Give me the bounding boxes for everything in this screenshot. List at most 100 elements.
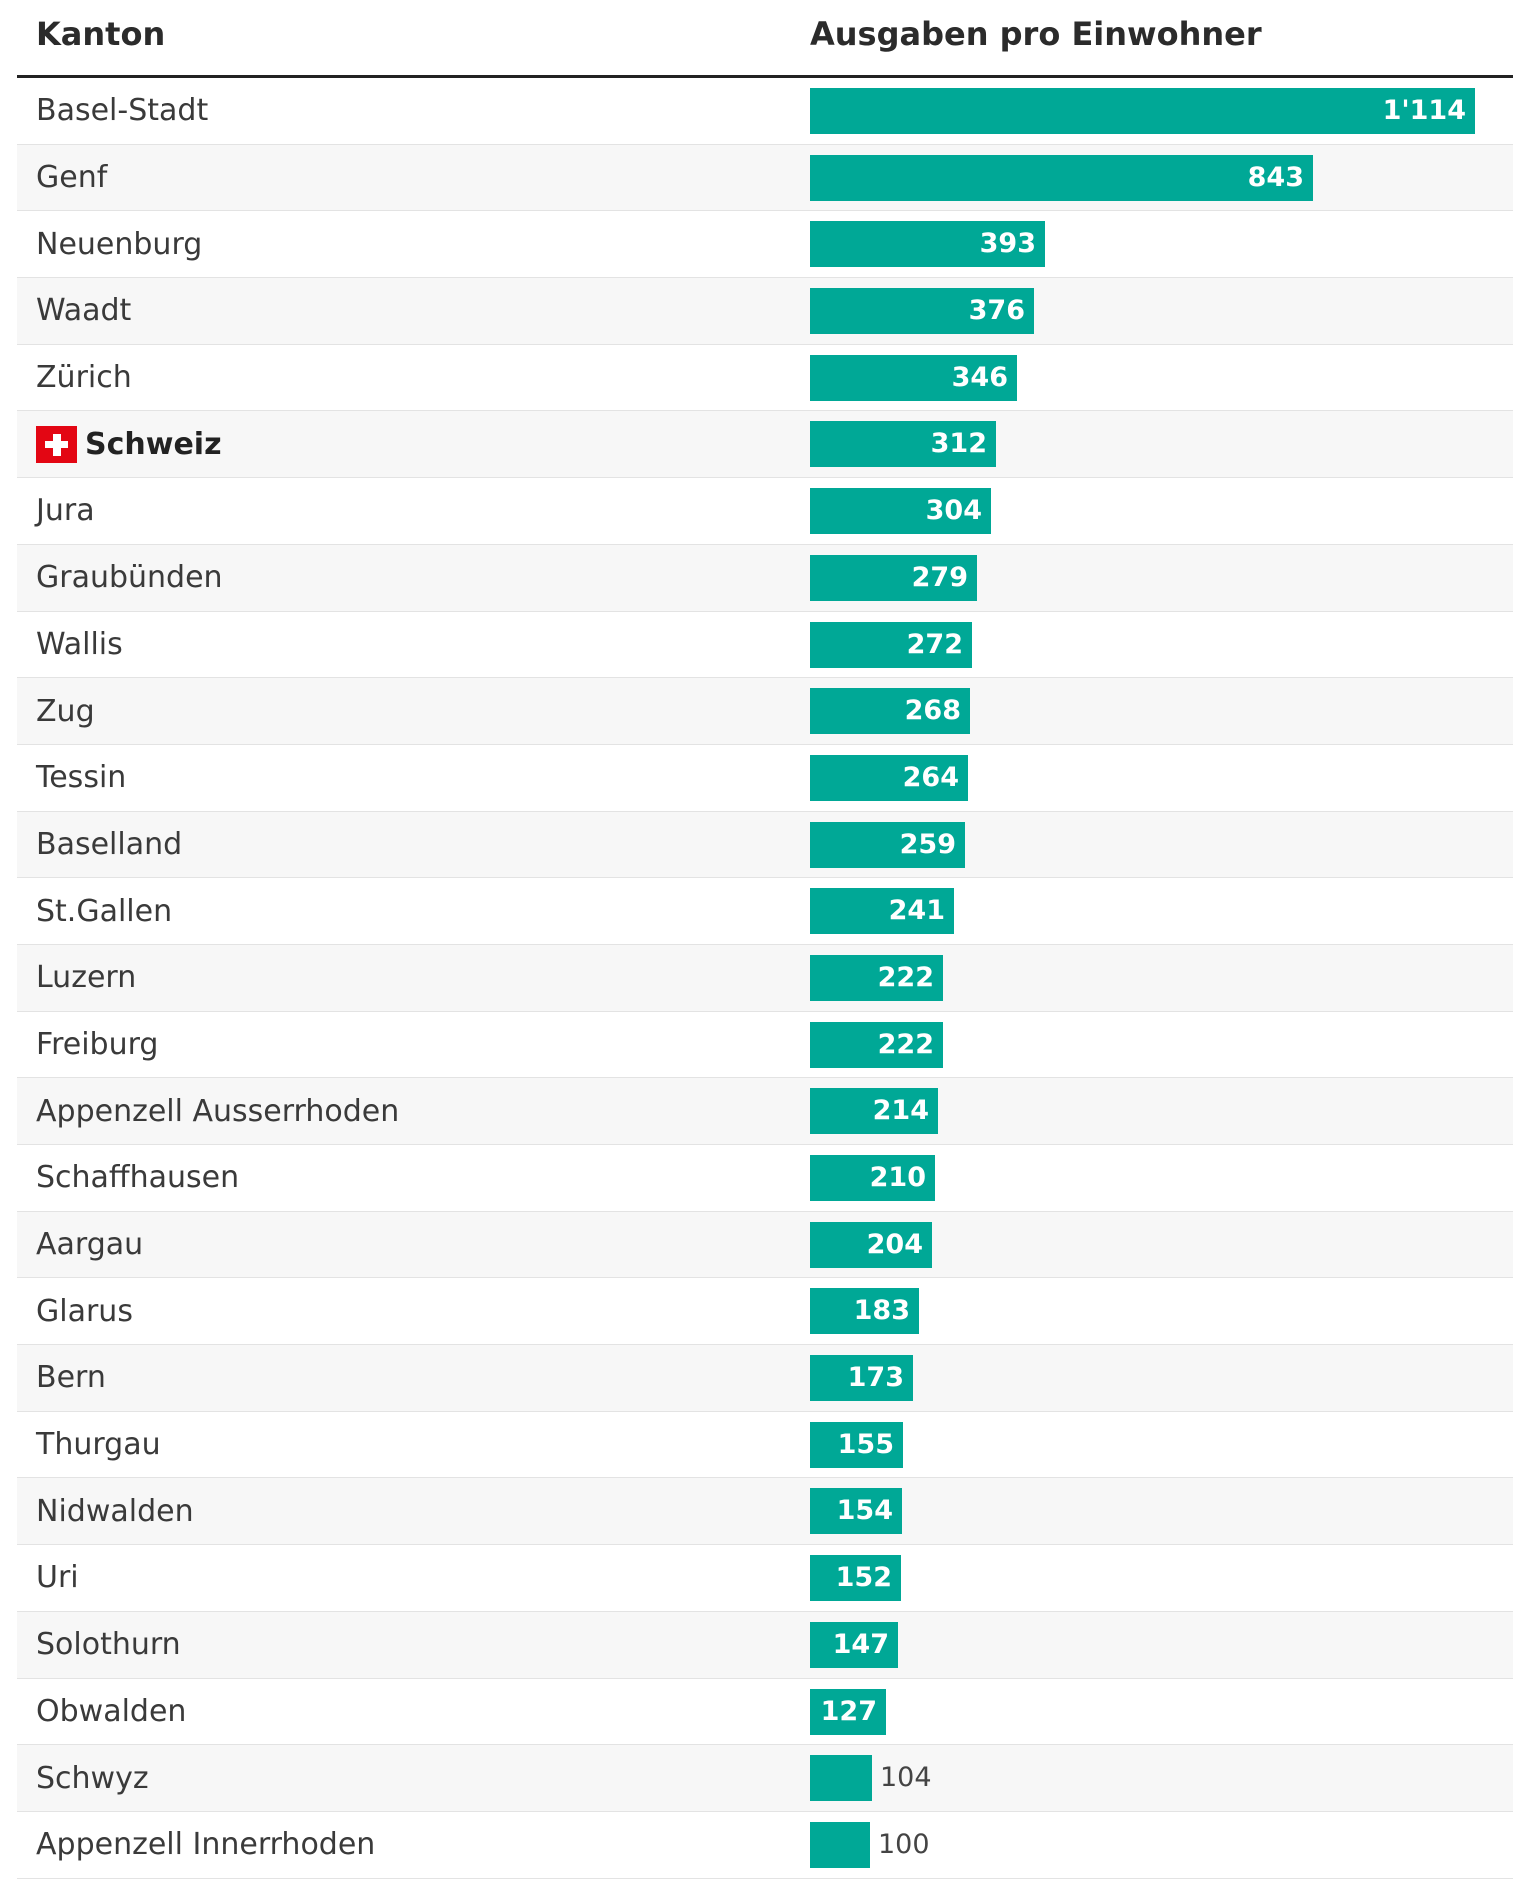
bar [810, 88, 1475, 134]
bar [810, 688, 970, 735]
bar [810, 1021, 943, 1068]
row-label-text: Wallis [36, 626, 123, 662]
bar-cell: 214 [810, 1078, 1490, 1144]
row-label: Freiburg [36, 1012, 158, 1078]
row-label-text: Obwalden [36, 1693, 187, 1729]
bar-cell: 304 [810, 478, 1490, 544]
data-label: 279 [911, 561, 968, 593]
bar-cell: 104 [810, 1745, 1490, 1811]
bar [810, 354, 1017, 401]
bar [810, 554, 977, 601]
bar-cell: 173 [810, 1345, 1490, 1411]
data-label: 152 [835, 1562, 892, 1594]
row-label: Thurgau [36, 1412, 161, 1478]
data-label: 272 [906, 628, 963, 660]
bar-cell: 264 [810, 745, 1490, 811]
table-row: Basel-Stadt 1'114 [17, 78, 1513, 145]
row-label-text: Waadt [36, 293, 132, 329]
bar-cell: 154 [810, 1478, 1490, 1544]
data-label: 214 [872, 1095, 929, 1127]
bar-cell: 147 [810, 1612, 1490, 1678]
row-label-text: Appenzell Innerrhoden [36, 1827, 376, 1863]
row-label: Neuenburg [36, 211, 202, 277]
table-row: Appenzell Ausserrhoden 214 [17, 1078, 1513, 1145]
table-row: Freiburg 222 [17, 1012, 1513, 1079]
row-label: Luzern [36, 945, 136, 1011]
row-label: Obwalden [36, 1679, 186, 1745]
table-header: Kanton Ausgaben pro Einwohner [17, 0, 1513, 78]
row-label: Jura [36, 478, 95, 544]
data-label: 210 [869, 1162, 926, 1193]
table-row: Neuenburg 393 [17, 211, 1513, 279]
bar [810, 621, 972, 668]
data-label: 393 [979, 228, 1036, 260]
row-label-text: Zug [36, 693, 95, 729]
row-label: Baselland [36, 812, 182, 878]
table-row: Aargau 204 [17, 1211, 1513, 1279]
data-label: 222 [877, 961, 934, 993]
bar-cell: 1'114 [810, 78, 1490, 144]
table-row: St.Gallen 241 [17, 878, 1513, 945]
bar-cell: 843 [810, 145, 1490, 211]
bar [810, 1221, 932, 1268]
table-row: Tessin 264 [17, 745, 1513, 812]
data-label: 154 [836, 1495, 893, 1527]
bar [810, 821, 965, 868]
data-label: 222 [877, 1028, 934, 1060]
bar-cell: 210 [810, 1145, 1490, 1211]
data-label: 183 [853, 1295, 910, 1327]
row-label-text: Glarus [36, 1293, 133, 1329]
row-label-text: Tessin [36, 760, 127, 796]
row-label: Glarus [36, 1278, 133, 1344]
table-row: Appenzell Innerrhoden 100 [17, 1812, 1513, 1879]
bar-cell: 393 [810, 211, 1490, 277]
table-row: Waadt 376 [17, 278, 1513, 345]
bar-cell: 100 [810, 1812, 1490, 1878]
bar-cell: 155 [810, 1412, 1490, 1478]
column-header-ausgaben: Ausgaben pro Einwohner [810, 15, 1262, 53]
data-label: 155 [837, 1428, 894, 1460]
bar-cell: 272 [810, 612, 1490, 678]
data-label: 241 [888, 895, 945, 927]
data-label: 259 [899, 828, 956, 860]
bar-cell: 259 [810, 812, 1490, 878]
bar [810, 1688, 886, 1735]
row-label: Zürich [36, 345, 132, 411]
row-label: Schwyz [36, 1745, 149, 1811]
row-label: Tessin [36, 745, 126, 811]
row-label-text: Jura [36, 493, 95, 529]
bar [810, 288, 1034, 335]
row-label-text: Neuenburg [36, 226, 203, 262]
row-label: Appenzell Ausserrhoden [36, 1078, 399, 1144]
table-row: Nidwalden 154 [17, 1478, 1513, 1546]
bar [810, 1755, 872, 1802]
data-label: 127 [820, 1695, 877, 1727]
row-label: Schaffhausen [36, 1145, 239, 1211]
bar [810, 1155, 935, 1201]
bar-cell: 222 [810, 1012, 1490, 1078]
bar-cell: 346 [810, 345, 1490, 411]
data-label: 204 [866, 1228, 923, 1260]
table-row: Luzern 222 [17, 944, 1513, 1012]
data-label: 173 [847, 1362, 904, 1394]
row-label: Zug [36, 678, 95, 744]
bar [810, 1488, 902, 1535]
row-label-text: Basel-Stadt [36, 93, 209, 129]
data-label: 376 [968, 295, 1025, 327]
bar [810, 1288, 919, 1335]
bar-cell: 268 [810, 678, 1490, 744]
data-label: 1'114 [1382, 95, 1466, 126]
data-label: 843 [1247, 161, 1304, 193]
row-label: Nidwalden [36, 1478, 194, 1544]
row-label: Wallis [36, 612, 123, 678]
row-label-text: Solothurn [36, 1627, 181, 1663]
bar [810, 488, 991, 535]
row-label-text: Uri [36, 1560, 79, 1596]
row-label-text: Bern [36, 1360, 106, 1396]
table-row: Jura 304 [17, 478, 1513, 545]
row-label: Solothurn [36, 1612, 181, 1678]
data-label: 268 [904, 695, 961, 727]
bar [810, 421, 996, 468]
swiss-flag-icon [36, 425, 77, 463]
row-label-text: Freiburg [36, 1026, 159, 1062]
